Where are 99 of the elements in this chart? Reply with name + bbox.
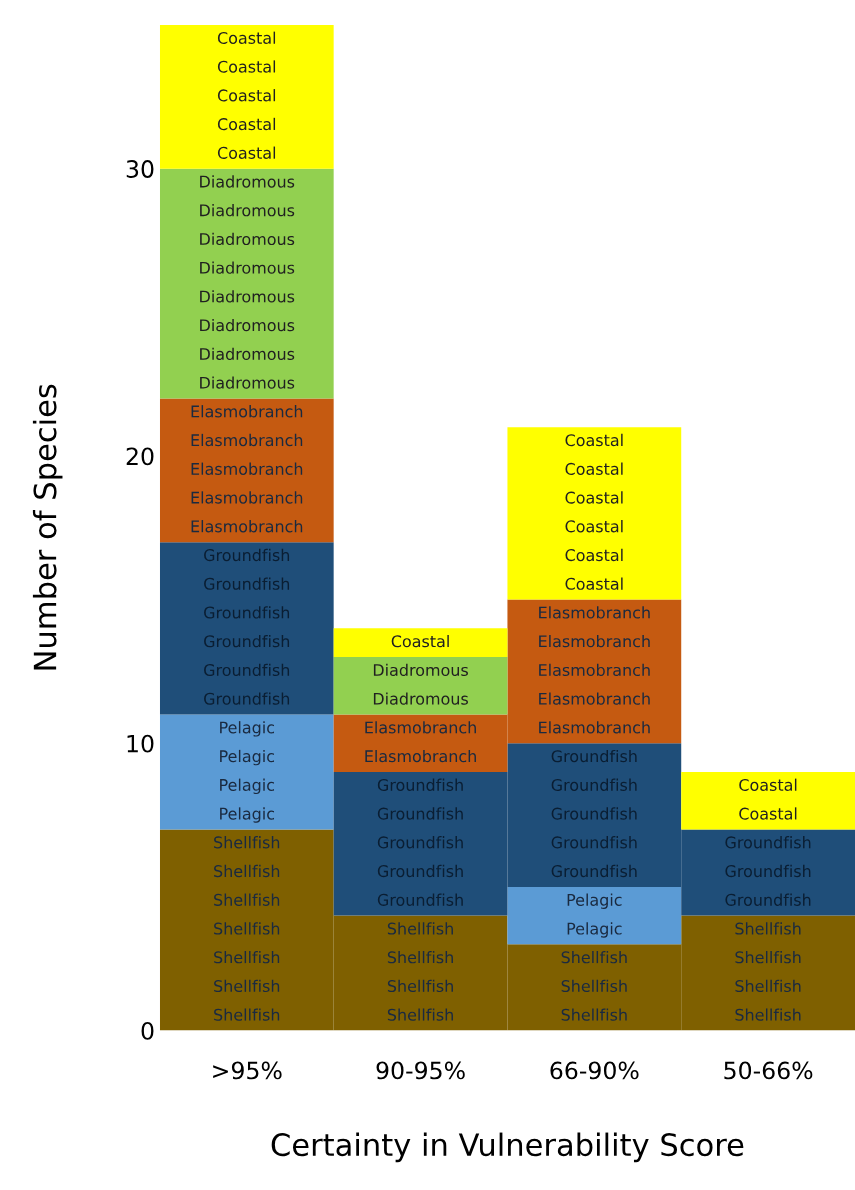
bar	[159, 168, 334, 399]
text: Shellfish	[735, 922, 801, 935]
text: Coastal	[565, 433, 623, 447]
text: Groundfish	[551, 836, 637, 849]
text: Shellfish	[214, 979, 280, 993]
text: Coastal	[565, 462, 623, 475]
text: Groundfish	[204, 634, 290, 648]
bar	[159, 542, 334, 715]
x-tick-label: 66-90%	[550, 1061, 639, 1080]
text: Elasmobranch	[539, 692, 650, 705]
text: Elasmobranch	[365, 721, 476, 734]
text: Shellfish	[214, 864, 280, 878]
text: Diadromous	[200, 376, 295, 389]
text: Diadromous	[373, 692, 468, 705]
text: Shellfish	[561, 1008, 627, 1021]
text: Shellfish	[214, 893, 280, 906]
text: Shellfish	[735, 1008, 801, 1021]
bar	[159, 398, 334, 543]
text: Groundfish	[204, 606, 290, 619]
y-tick-label: 0	[141, 1021, 154, 1040]
text: Shellfish	[561, 979, 627, 993]
text: Shellfish	[214, 836, 280, 849]
text: Shellfish	[735, 950, 801, 964]
text: Shellfish	[561, 950, 627, 964]
x-tick-label: >95%	[213, 1061, 282, 1080]
series-label: Groundfish	[204, 548, 290, 562]
text: Coastal	[217, 31, 276, 44]
series-label: Elasmobranch	[191, 405, 303, 418]
text: Groundfish	[725, 836, 811, 849]
text: Diadromous	[200, 204, 295, 217]
text: Coastal	[739, 807, 797, 820]
text: Pelagic	[220, 749, 275, 766]
y-tick-label: 10	[127, 734, 154, 753]
bar	[159, 24, 334, 169]
text: Coastal	[565, 577, 623, 590]
text: Diadromous	[200, 261, 295, 274]
text: Coastal	[217, 89, 276, 102]
text: Diadromous	[200, 347, 295, 361]
bar	[681, 771, 855, 830]
x-tick-label: 90-95%	[376, 1061, 465, 1080]
text: Groundfish	[204, 577, 290, 590]
text: Groundfish	[377, 836, 463, 849]
text: Elasmobranch	[365, 749, 476, 763]
text: Groundfish	[204, 663, 290, 677]
text: Elasmobranch	[539, 634, 650, 648]
text: Groundfish	[377, 807, 463, 820]
text: Diadromous	[200, 232, 295, 246]
text: Elasmobranch	[191, 433, 303, 447]
text: Shellfish	[387, 979, 453, 993]
text: Coastal	[217, 146, 276, 159]
text: Elasmobranch	[539, 721, 650, 734]
text: Diadromous	[373, 663, 468, 677]
text: Groundfish	[725, 864, 811, 878]
text: Shellfish	[387, 1008, 453, 1021]
text: Groundfish	[551, 749, 637, 763]
text: Elasmobranch	[191, 462, 303, 475]
text: Coastal	[565, 491, 623, 504]
text: Pelagic	[220, 778, 275, 795]
series-label: Pelagic	[220, 807, 275, 823]
series-label: Coastal	[391, 634, 449, 648]
bar	[333, 657, 508, 715]
text: Pelagic	[567, 893, 622, 909]
bar	[159, 714, 334, 830]
text: Groundfish	[377, 893, 463, 906]
text: Shellfish	[735, 979, 801, 993]
text: Pelagic	[567, 922, 622, 938]
text: Groundfish	[551, 778, 637, 791]
y-axis-title: Number of Species	[32, 384, 63, 670]
text: Groundfish	[551, 807, 637, 820]
text: Shellfish	[214, 922, 280, 935]
text: Shellfish	[387, 950, 453, 964]
text: Coastal	[739, 778, 797, 791]
bar	[333, 628, 508, 658]
text: Coastal	[565, 520, 623, 533]
text: Elasmobranch	[191, 520, 303, 533]
series-label: Diadromous	[200, 175, 295, 188]
text: Coastal	[565, 548, 623, 562]
text: Groundfish	[377, 778, 463, 791]
text: Coastal	[217, 117, 276, 131]
text: Elasmobranch	[539, 663, 650, 677]
text: Shellfish	[214, 1008, 280, 1021]
text: Pelagic	[220, 721, 275, 737]
text: Elasmobranch	[539, 606, 650, 619]
y-tick-label: 20	[126, 447, 154, 466]
text: Diadromous	[200, 290, 295, 303]
bar	[507, 427, 682, 600]
text: Groundfish	[725, 893, 811, 906]
text: Shellfish	[214, 950, 280, 964]
x-tick-label: 50-66%	[724, 1061, 813, 1080]
text: Groundfish	[377, 864, 463, 878]
text: Coastal	[217, 60, 276, 73]
x-axis-title: Certainty in Vulnerability Score	[271, 1132, 744, 1163]
text: Diadromous	[200, 318, 295, 332]
bar	[507, 886, 682, 945]
text: Elasmobranch	[191, 491, 303, 504]
text: Groundfish	[551, 864, 637, 878]
y-tick-label: 30	[126, 160, 154, 178]
series-label: Shellfish	[387, 922, 453, 935]
text: Groundfish	[204, 692, 290, 705]
